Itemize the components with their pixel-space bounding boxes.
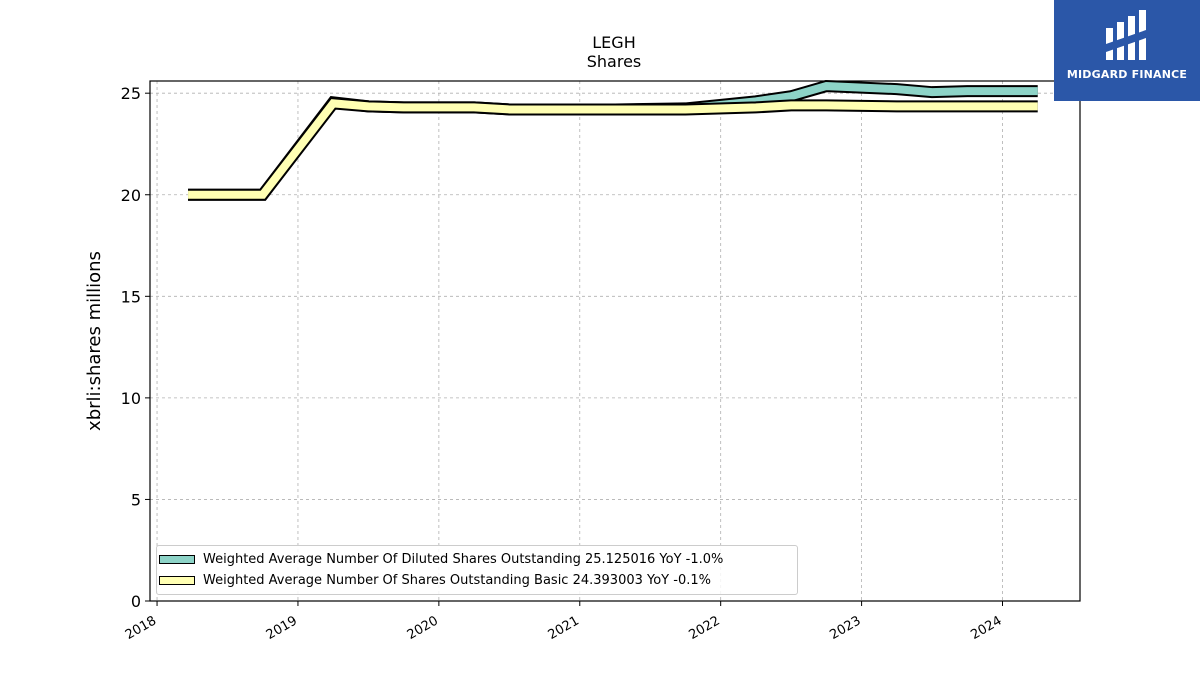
legend-label-diluted: Weighted Average Number Of Diluted Share… — [203, 551, 724, 567]
y-tick-label: 20 — [121, 186, 141, 205]
series-layer — [188, 80, 1038, 201]
series-outline-basic — [188, 97, 1038, 201]
chart-subtitle: Shares — [587, 52, 642, 71]
y-tick-label: 5 — [131, 490, 141, 509]
grid-lines — [150, 81, 1080, 602]
legend-item-basic: Weighted Average Number Of Shares Outsta… — [159, 571, 711, 589]
logo-text: MIDGARD FINANCE — [1066, 68, 1188, 81]
legend-label-basic: Weighted Average Number Of Shares Outsta… — [203, 572, 711, 588]
y-tick-label: 0 — [131, 592, 141, 611]
x-tick-label: 2022 — [687, 613, 723, 643]
x-tick-label: 2021 — [546, 613, 582, 643]
legend-swatch-basic — [159, 575, 195, 585]
legend: Weighted Average Number Of Diluted Share… — [156, 545, 798, 595]
y-tick-label: 25 — [121, 84, 141, 103]
midgard-finance-logo: MIDGARD FINANCE — [1054, 0, 1200, 101]
x-tick-label: 2018 — [123, 613, 159, 643]
y-tick-label: 15 — [121, 287, 141, 306]
x-tick-label: 2019 — [264, 613, 300, 643]
legend-item-diluted: Weighted Average Number Of Diluted Share… — [159, 550, 723, 568]
x-tick-label: 2023 — [827, 613, 863, 643]
y-axis-label: xbrli:shares millions — [84, 251, 105, 431]
plot-frame — [149, 80, 1081, 602]
chart-title: LEGH — [592, 33, 635, 52]
series-line-basic — [188, 99, 1038, 199]
y-tick-label: 10 — [121, 389, 141, 408]
x-tick-label: 2024 — [968, 613, 1004, 643]
legend-swatch-diluted — [159, 554, 195, 564]
logo-mark-icon — [1106, 10, 1146, 60]
x-tick-label: 2020 — [405, 613, 441, 643]
